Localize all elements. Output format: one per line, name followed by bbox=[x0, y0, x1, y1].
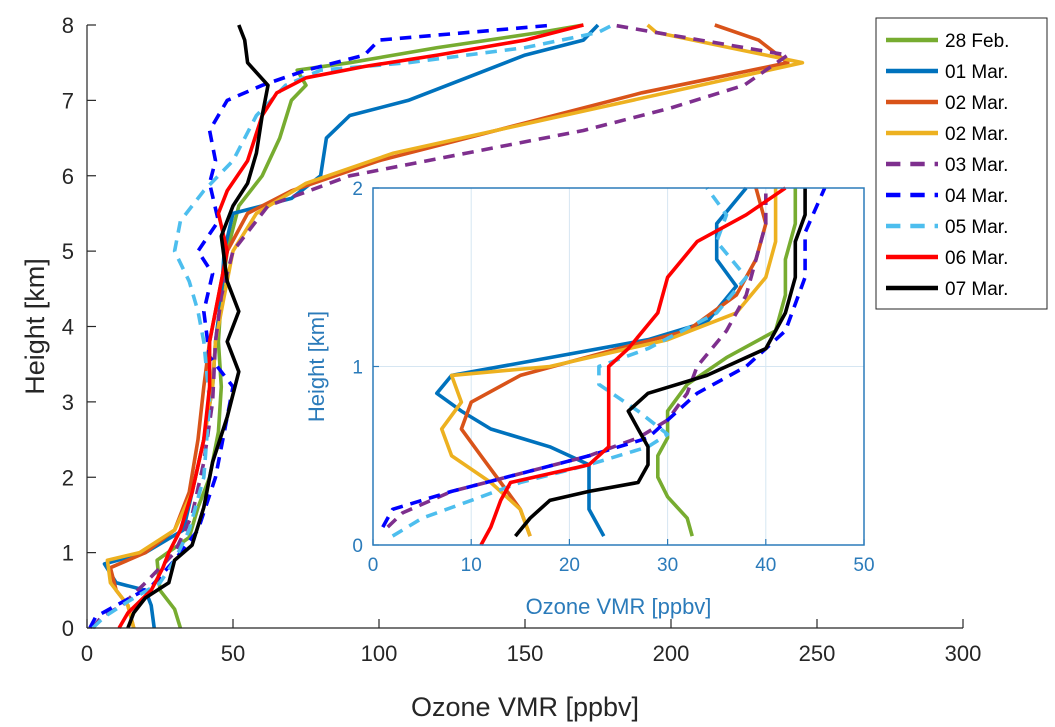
main-series-group bbox=[88, 23, 805, 630]
legend-label: 06 Mar. bbox=[945, 248, 1008, 269]
inset-y-ticks: 0 1 2 bbox=[352, 179, 379, 557]
inset-series-line-0 bbox=[656, 188, 798, 537]
main-x-tick-label: 150 bbox=[507, 641, 544, 666]
inset-y-tick-label: 0 bbox=[352, 536, 363, 557]
inset-x-tick-label: 10 bbox=[461, 555, 482, 576]
main-x-tick-label: 250 bbox=[799, 641, 836, 666]
legend-label: 04 Mar. bbox=[945, 186, 1008, 207]
main-y-tick-label: 6 bbox=[62, 164, 74, 189]
legend-label: 02 Mar. bbox=[945, 124, 1008, 145]
inset-x-tick-label: 40 bbox=[755, 555, 776, 576]
inset-series-line-6 bbox=[391, 186, 748, 538]
main-y-tick-label: 5 bbox=[62, 239, 74, 264]
main-x-axis-label: Ozone VMR [ppbv] bbox=[411, 692, 639, 722]
main-series-line-8 bbox=[126, 24, 270, 629]
main-y-tick-label: 1 bbox=[62, 541, 74, 566]
inset-x-axis-label: Ozone VMR [ppbv] bbox=[526, 594, 712, 619]
main-x-tick-label: 300 bbox=[945, 641, 982, 666]
inset-x-tick-label: 50 bbox=[853, 555, 874, 576]
main-x-ticks: 0 50 100 150 200 250 300 bbox=[81, 619, 981, 666]
inset-series-line-8 bbox=[514, 188, 807, 538]
legend-items: 28 Feb. 01 Mar. 02 Mar. 02 Mar. 03 Mar. 04 Ma… bbox=[886, 31, 1009, 300]
inset-series-line-7 bbox=[479, 186, 787, 546]
main-y-tick-label: 0 bbox=[62, 616, 74, 641]
inset-series-line-5 bbox=[381, 187, 827, 528]
main-y-axis-label: Height [km] bbox=[20, 258, 50, 395]
main-x-tick-label: 100 bbox=[361, 641, 398, 666]
main-x-tick-label: 0 bbox=[81, 641, 93, 666]
legend-label: 01 Mar. bbox=[945, 62, 1008, 83]
inset-y-tick-label: 1 bbox=[352, 358, 363, 379]
main-y-ticks: 0 1 2 3 4 5 6 7 8 bbox=[62, 13, 96, 641]
inset-x-tick-label: 30 bbox=[657, 555, 678, 576]
main-x-tick-label: 200 bbox=[653, 641, 690, 666]
main-y-tick-label: 7 bbox=[62, 88, 74, 113]
legend-label: 28 Feb. bbox=[945, 31, 1009, 52]
main-series-line-6 bbox=[91, 23, 614, 630]
inset-y-tick-label: 2 bbox=[352, 179, 363, 200]
legend-label: 07 Mar. bbox=[945, 279, 1008, 300]
main-y-tick-label: 4 bbox=[62, 315, 74, 340]
main-series-line-7 bbox=[117, 23, 584, 629]
inset-axes: 0 10 20 30 40 50 0 1 2 Ozone VMR [ppbv] Height … bbox=[304, 179, 875, 619]
inset-y-axis-label: Height [km] bbox=[304, 311, 329, 422]
main-y-tick-label: 2 bbox=[62, 465, 74, 490]
inset-series-group bbox=[381, 186, 827, 546]
inset-series-line-4 bbox=[386, 188, 768, 529]
legend-box bbox=[875, 17, 1048, 310]
main-y-tick-label: 8 bbox=[62, 13, 74, 38]
inset-x-ticks: 0 10 20 30 40 50 bbox=[368, 539, 875, 576]
legend: 28 Feb. 01 Mar. 02 Mar. 02 Mar. 03 Mar. 04 Ma… bbox=[875, 17, 1048, 310]
legend-label: 02 Mar. bbox=[945, 93, 1008, 114]
main-x-tick-label: 50 bbox=[221, 641, 245, 666]
main-y-tick-label: 3 bbox=[62, 390, 74, 415]
legend-label: 05 Mar. bbox=[945, 217, 1008, 238]
inset-x-tick-label: 0 bbox=[368, 555, 379, 576]
inset-x-tick-label: 20 bbox=[559, 555, 580, 576]
legend-label: 03 Mar. bbox=[945, 155, 1008, 176]
inset-series-line-3 bbox=[439, 188, 778, 537]
inset-grid bbox=[373, 188, 864, 545]
